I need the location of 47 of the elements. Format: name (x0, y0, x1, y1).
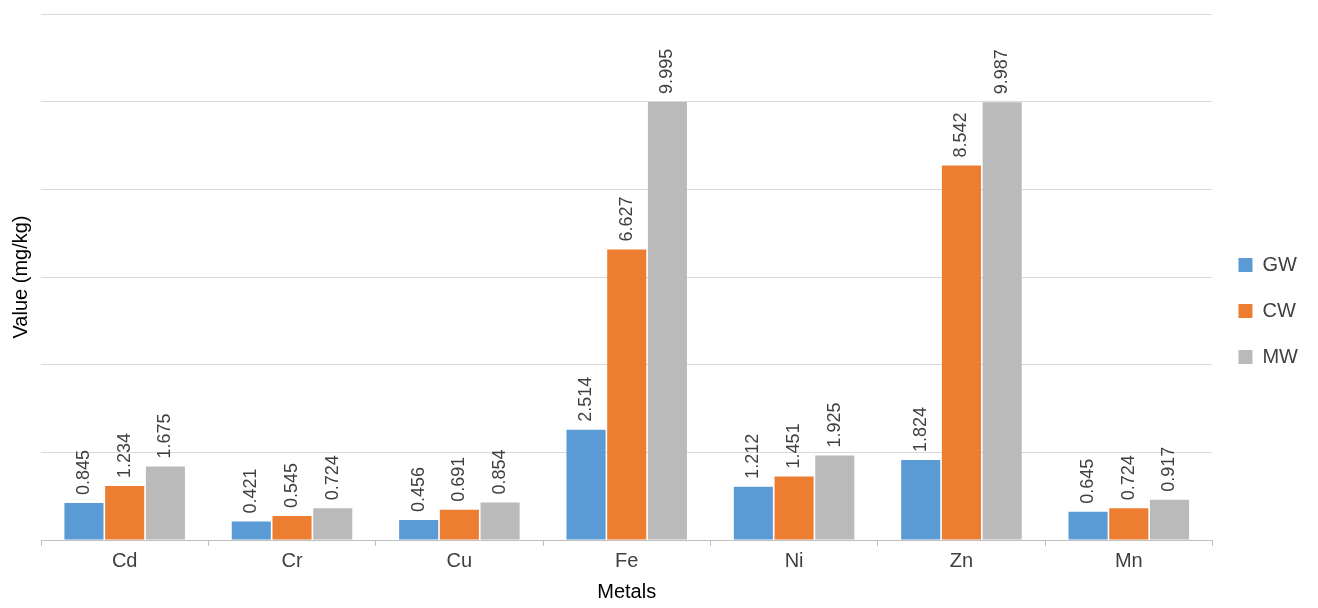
bar (941, 165, 981, 540)
data-label: 6.627 (615, 196, 636, 242)
x-tick-label: Cd (111, 548, 138, 571)
bar (1109, 508, 1149, 540)
data-label: 9.995 (656, 48, 677, 94)
bar (607, 249, 647, 540)
x-tick-label: Ni (784, 548, 804, 571)
data-label: 8.542 (950, 112, 971, 158)
data-label: 0.724 (1117, 455, 1138, 501)
data-label: 9.987 (991, 49, 1012, 95)
legend-label: GW (1262, 252, 1298, 275)
data-label: 0.724 (321, 455, 342, 501)
x-tick-label: Mn (1114, 548, 1143, 571)
data-label: 0.421 (240, 468, 261, 514)
x-tick-label: Cu (446, 548, 473, 571)
bar (901, 460, 941, 540)
bar (272, 516, 312, 540)
x-tick-label: Fe (615, 548, 639, 571)
data-label: 1.451 (783, 423, 804, 469)
data-label: 1.234 (113, 432, 134, 478)
bar (231, 521, 271, 540)
bar (774, 476, 814, 540)
bar (439, 509, 479, 540)
data-label: 1.212 (742, 433, 763, 479)
data-label: 1.675 (154, 413, 175, 459)
data-label: 0.456 (407, 466, 428, 513)
legend-label: MW (1262, 344, 1299, 367)
bar (566, 429, 606, 540)
data-label: 0.917 (1158, 446, 1179, 492)
bar (733, 486, 773, 540)
bar (1068, 511, 1108, 540)
bar (105, 485, 145, 540)
data-label: 1.925 (823, 402, 844, 448)
data-label: 0.545 (281, 463, 301, 509)
data-label: 0.691 (448, 456, 469, 502)
legend-label: CW (1262, 298, 1296, 321)
data-label: 2.514 (574, 376, 595, 422)
x-tick-label: Zn (949, 548, 974, 571)
data-label: 0.645 (1077, 458, 1098, 504)
data-label: 1.824 (909, 407, 930, 453)
data-label: 0.845 (72, 449, 93, 495)
data-label: 0.854 (489, 449, 510, 495)
y-axis-title: Value (mg/kg) (8, 215, 31, 339)
x-tick-label: Cr (281, 548, 303, 571)
bar (64, 502, 104, 540)
bar (399, 520, 439, 540)
x-axis-title: Metals (597, 579, 657, 602)
